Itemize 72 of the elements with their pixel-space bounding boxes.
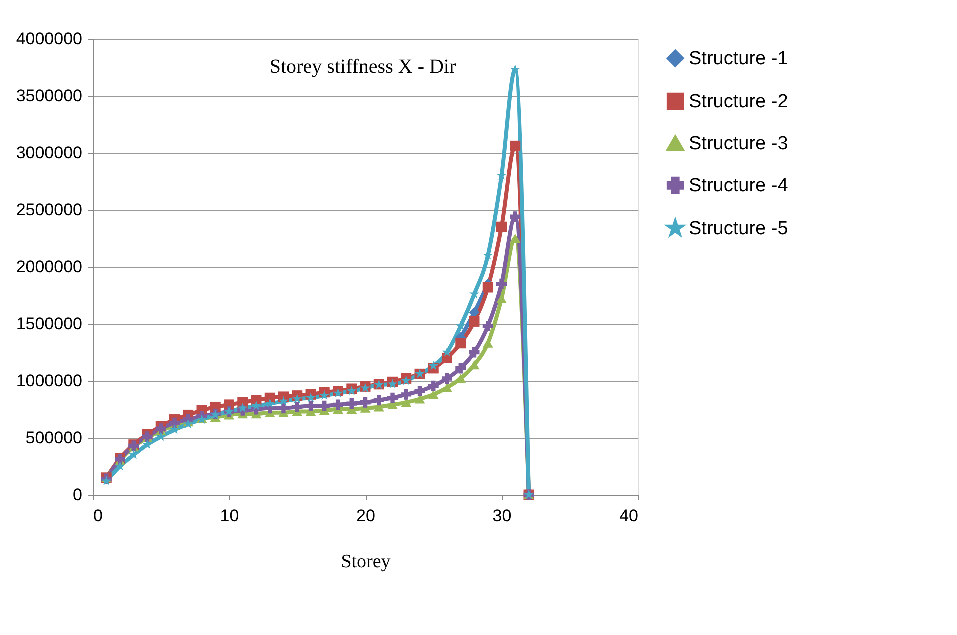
point — [306, 400, 316, 412]
y-tick-label: 0 — [73, 486, 82, 504]
point — [456, 363, 466, 374]
point — [482, 338, 494, 348]
point — [388, 392, 398, 404]
point — [414, 386, 426, 397]
point — [319, 400, 330, 412]
point — [401, 389, 412, 400]
point — [496, 278, 507, 290]
point — [170, 418, 180, 428]
y-tick-label: 3000000 — [16, 144, 82, 162]
point — [510, 64, 520, 74]
point — [442, 373, 452, 384]
point — [456, 338, 466, 349]
point — [333, 400, 344, 410]
point — [156, 432, 166, 442]
y-tick-label: 2000000 — [16, 258, 82, 276]
point — [496, 222, 507, 232]
point — [482, 282, 494, 293]
point — [156, 424, 166, 434]
x-tick-label: 40 — [620, 506, 638, 526]
point — [510, 234, 521, 244]
legend-label: Structure -2 — [689, 92, 788, 112]
legend-label: Structure -5 — [689, 218, 788, 240]
y-tick-label: 4000000 — [16, 30, 82, 48]
y-tick-label: 2500000 — [16, 200, 82, 220]
point — [278, 396, 289, 406]
point — [442, 383, 452, 392]
point — [346, 386, 357, 396]
point — [401, 398, 412, 408]
point — [374, 395, 384, 406]
point — [482, 321, 494, 332]
x-tick-label: 20 — [356, 506, 376, 526]
point — [469, 307, 480, 318]
point — [388, 379, 398, 389]
point — [102, 476, 112, 486]
point — [456, 321, 466, 331]
point — [428, 360, 439, 370]
point — [252, 400, 262, 410]
point — [510, 212, 521, 222]
point — [320, 390, 330, 400]
point — [265, 398, 276, 408]
y-tick-label: 1500000 — [16, 314, 82, 334]
point — [428, 380, 439, 392]
point — [238, 403, 248, 413]
point — [306, 392, 316, 402]
text: Storey stiffness X - Dir — [270, 56, 456, 78]
y-tick-label: 500000 — [26, 428, 82, 448]
point — [346, 398, 358, 410]
legend-label: Structure -4 — [689, 176, 789, 196]
point — [469, 347, 480, 358]
point — [469, 316, 480, 327]
x-tick-label: 10 — [220, 506, 240, 526]
legend-label: Structure -3 — [689, 134, 788, 154]
x-tick-label: 30 — [492, 506, 512, 526]
legend-label: Structure -1 — [689, 48, 788, 70]
point — [360, 397, 371, 408]
x-tick-label: 0 — [94, 506, 103, 526]
point — [292, 394, 302, 404]
point — [401, 376, 412, 386]
point — [128, 450, 139, 460]
point — [442, 347, 452, 357]
point — [292, 402, 303, 412]
y-tick-label: 3500000 — [16, 86, 82, 106]
point — [470, 289, 480, 299]
y-tick-label: 1000000 — [16, 372, 82, 390]
point — [115, 461, 126, 471]
point — [170, 424, 180, 434]
point — [278, 403, 289, 414]
point — [428, 390, 439, 400]
x-axis-title: Storey — [341, 552, 392, 572]
point — [510, 140, 521, 152]
